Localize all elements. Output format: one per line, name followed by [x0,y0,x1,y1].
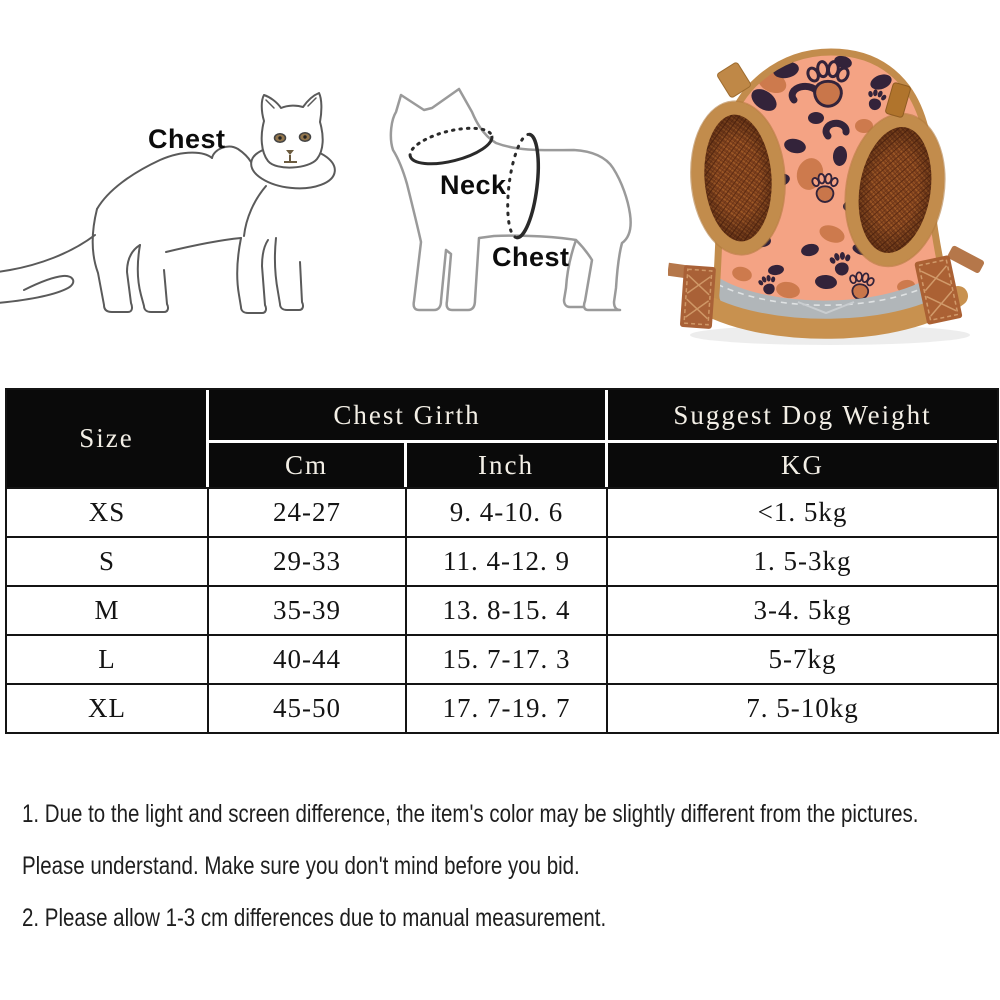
cat-measurement-drawing [0,92,336,314]
size-chart-table: Size Chest Girth Suggest Dog Weight Cm I… [5,388,999,734]
table-row-l: L 40-44 15. 7-17. 3 5-7kg [7,634,997,683]
cell-kg: 1. 5-3kg [608,536,997,585]
table-row-xs: XS 24-27 9. 4-10. 6 <1. 5kg [7,487,997,536]
dog-measurement-drawing [389,87,632,312]
note-line-1: 1. Due to the light and screen differenc… [22,800,919,880]
right-shoulder-tab [885,82,911,118]
cell-cm: 24-27 [209,487,407,536]
cell-cm: 40-44 [209,634,407,683]
left-shoulder-tab [717,62,751,98]
cell-kg: 7. 5-10kg [608,683,997,732]
cell-size: XL [7,683,209,732]
table-header-row-1: Size Chest Girth Suggest Dog Weight [7,390,997,487]
dog-neck-label: Neck [440,170,507,200]
table-row-m: M 35-39 13. 8-15. 4 3-4. 5kg [7,585,997,634]
column-header-kg: KG [608,443,997,487]
cell-inch: 17. 7-19. 7 [407,683,608,732]
right-strap [914,255,963,325]
cell-kg: 3-4. 5kg [608,585,997,634]
table-row-xl: XL 45-50 17. 7-19. 7 7. 5-10kg [7,683,997,732]
left-armhole [690,100,786,256]
note-line-2: 2. Please allow 1-3 cm differences due t… [22,904,607,932]
column-header-weight: Suggest Dog Weight [608,390,997,443]
table-row-s: S 29-33 11. 4-12. 9 1. 5-3kg [7,536,997,585]
cell-size: M [7,585,209,634]
harness-product-image [668,38,985,345]
cat-chest-label: Chest [148,124,226,154]
dog-chest-girth-loop [506,132,541,240]
left-strap [680,265,716,329]
column-header-inch: Inch [407,443,608,487]
cell-kg: 5-7kg [608,634,997,683]
right-armhole [844,112,946,268]
cell-cm: 29-33 [209,536,407,585]
column-header-size: Size [7,390,209,487]
disclaimer-notes: 1. Due to the light and screen differenc… [22,788,977,944]
cell-inch: 11. 4-12. 9 [407,536,608,585]
cell-kg: <1. 5kg [608,487,997,536]
cell-size: S [7,536,209,585]
dog-chest-label: Chest [492,242,570,272]
cell-inch: 13. 8-15. 4 [407,585,608,634]
cell-cm: 35-39 [209,585,407,634]
dog-neck-girth-loop [408,126,494,166]
cell-cm: 45-50 [209,683,407,732]
cell-inch: 9. 4-10. 6 [407,487,608,536]
cell-size: XS [7,487,209,536]
cell-inch: 15. 7-17. 3 [407,634,608,683]
cat-face [273,132,312,163]
table-header-row-2: Cm Inch KG [7,443,997,487]
column-header-cm: Cm [209,443,407,487]
cell-size: L [7,634,209,683]
column-header-chest-girth: Chest Girth [209,390,608,443]
